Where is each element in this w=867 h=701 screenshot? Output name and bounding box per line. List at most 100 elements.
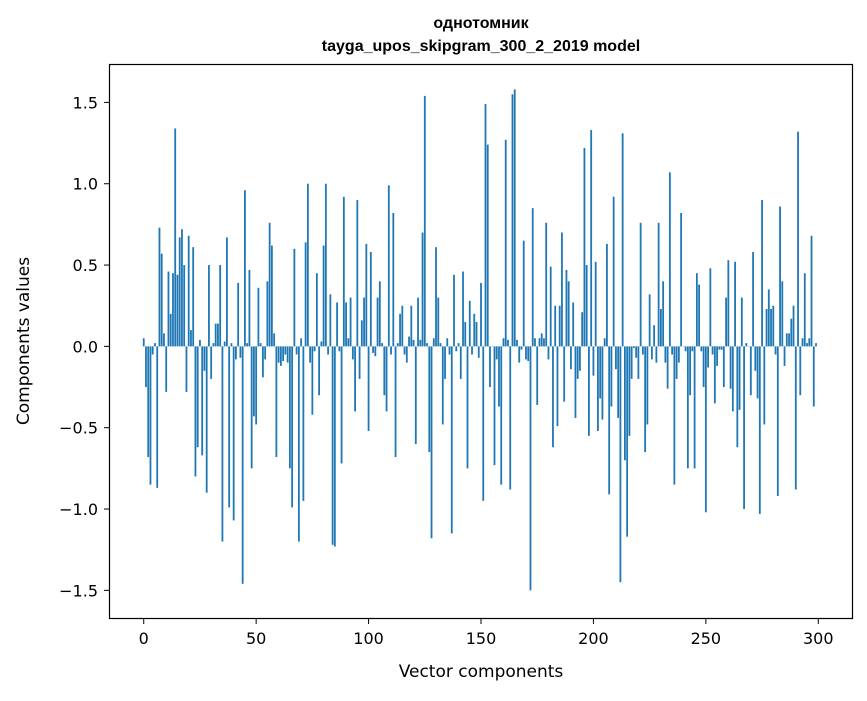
bar-48 (251, 346, 253, 468)
bar-179 (545, 223, 547, 347)
bar-135 (446, 338, 448, 346)
bar-68 (296, 346, 298, 354)
bar-45 (244, 190, 246, 346)
bar-133 (442, 346, 444, 424)
bar-196 (584, 148, 586, 346)
bar-290 (795, 346, 797, 489)
bar-49 (253, 346, 255, 416)
bar-238 (678, 346, 680, 362)
chart-title-line1: однотомник (433, 15, 529, 32)
bar-44 (242, 346, 244, 583)
y-tick-label: −1.0 (59, 500, 98, 519)
bar-278 (768, 289, 770, 346)
bar-297 (811, 236, 813, 347)
bar-18 (183, 265, 185, 346)
bar-14 (174, 128, 176, 346)
bar-1 (145, 346, 147, 387)
bar-233 (667, 346, 669, 388)
bar-162 (507, 340, 509, 347)
bar-117 (406, 346, 408, 362)
bar-272 (754, 346, 756, 370)
bar-190 (570, 346, 572, 369)
bar-115 (401, 306, 403, 347)
bar-93 (352, 346, 354, 359)
bar-103 (374, 346, 376, 356)
bar-60 (278, 346, 280, 362)
bar-263 (734, 262, 736, 347)
bar-287 (788, 333, 790, 346)
bar-27 (204, 346, 206, 370)
bar-145 (469, 301, 471, 347)
bar-30 (210, 346, 212, 379)
bar-113 (397, 343, 399, 346)
bar-285 (784, 346, 786, 366)
bar-87 (338, 346, 340, 351)
bar-176 (539, 338, 541, 346)
x-tick-label: 50 (246, 629, 266, 648)
bar-118 (408, 337, 410, 347)
bar-89 (343, 197, 345, 347)
bar-121 (415, 346, 417, 444)
bar-101 (370, 252, 372, 346)
x-axis-label: Vector components (399, 662, 564, 682)
y-axis-ticks: −1.5−1.0−0.50.00.51.01.5 (59, 93, 110, 600)
bar-267 (743, 346, 745, 509)
bar-22 (192, 247, 194, 346)
bar-167 (518, 346, 520, 362)
bar-154 (489, 346, 491, 387)
bar-227 (653, 325, 655, 346)
bar-0 (143, 338, 145, 346)
bar-236 (673, 346, 675, 484)
bar-16 (179, 237, 181, 346)
bar-174 (534, 338, 536, 346)
bar-90 (345, 302, 347, 346)
bar-17 (181, 229, 183, 346)
bar-108 (386, 346, 388, 411)
bar-229 (658, 223, 660, 347)
bar-273 (757, 346, 759, 398)
bar-241 (685, 346, 687, 351)
bar-122 (417, 298, 419, 347)
bar-35 (222, 346, 224, 541)
bar-245 (694, 346, 696, 468)
bar-73 (307, 184, 309, 347)
bar-111 (392, 213, 394, 346)
y-tick-label: −1.5 (59, 581, 98, 600)
bar-225 (649, 294, 651, 346)
bar-13 (172, 273, 174, 346)
x-tick-label: 0 (139, 629, 149, 648)
bar-276 (763, 346, 765, 424)
y-tick-label: 0.5 (73, 256, 98, 275)
bar-3 (150, 346, 152, 484)
y-axis-label: Components values (14, 257, 34, 425)
bar-218 (633, 346, 635, 348)
bar-158 (498, 346, 500, 406)
bar-94 (354, 346, 356, 411)
y-tick-label: −0.5 (59, 419, 98, 438)
bar-40 (233, 346, 235, 520)
bar-74 (309, 346, 311, 362)
bar-214 (624, 346, 626, 460)
bar-78 (318, 346, 320, 395)
bar-243 (689, 346, 691, 395)
bar-282 (777, 346, 779, 496)
bar-9 (163, 333, 165, 346)
bar-53 (262, 346, 264, 377)
bar-260 (727, 260, 729, 346)
bar-112 (395, 346, 397, 457)
bar-136 (449, 346, 451, 354)
bar-64 (287, 346, 289, 362)
bar-99 (365, 244, 367, 346)
x-tick-label: 200 (578, 629, 609, 648)
bar-209 (613, 197, 615, 347)
bar-92 (350, 298, 352, 347)
bar-202 (597, 346, 599, 431)
bar-66 (291, 346, 293, 507)
bar-96 (359, 346, 361, 379)
bar-10 (165, 346, 167, 392)
bar-177 (541, 333, 543, 346)
bar-184 (557, 346, 559, 426)
bar-268 (745, 343, 747, 346)
